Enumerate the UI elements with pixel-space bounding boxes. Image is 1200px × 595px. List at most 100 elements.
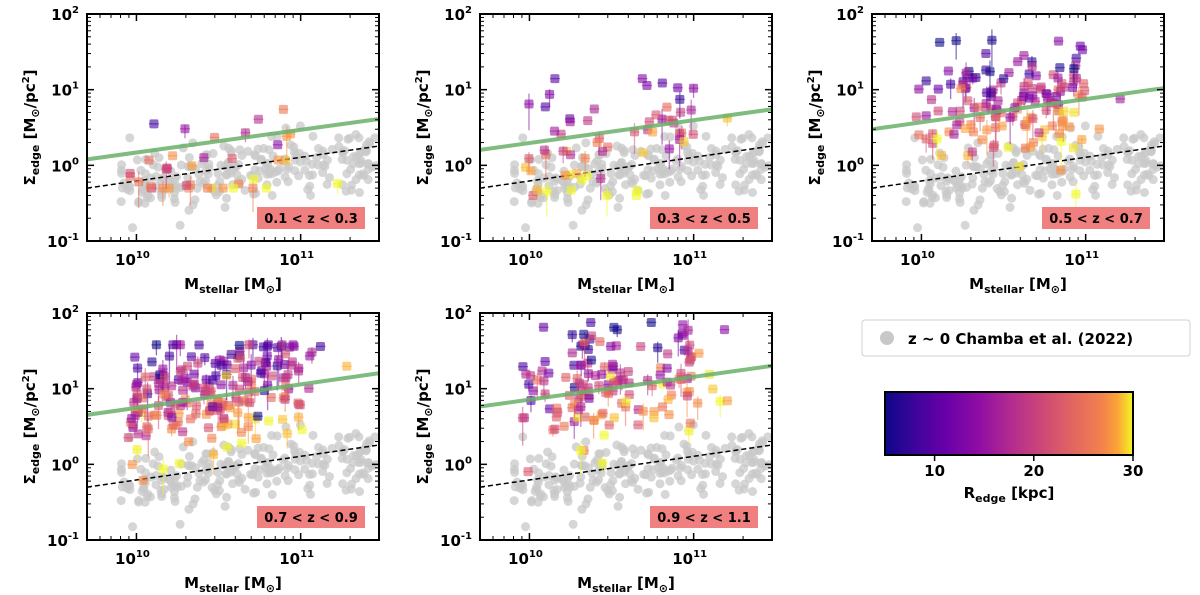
data-point bbox=[642, 80, 652, 90]
data-point bbox=[981, 65, 991, 75]
data-point bbox=[193, 358, 203, 368]
reference-point bbox=[1107, 155, 1117, 165]
data-point bbox=[550, 424, 560, 434]
reference-point bbox=[688, 121, 698, 131]
x-axis-label: Mstellar [M⊙] bbox=[577, 275, 675, 296]
reference-point bbox=[518, 485, 528, 495]
y-tick-label: 10-1 bbox=[440, 531, 472, 550]
reference-point bbox=[612, 141, 622, 151]
data-point bbox=[586, 317, 596, 327]
data-point bbox=[158, 364, 168, 374]
data-point bbox=[280, 394, 290, 404]
data-point bbox=[576, 402, 586, 412]
data-point bbox=[580, 153, 590, 163]
reference-point bbox=[660, 489, 670, 499]
reference-point bbox=[231, 460, 241, 470]
reference-point bbox=[1031, 170, 1041, 180]
reference-point bbox=[1090, 170, 1100, 180]
data-point bbox=[708, 384, 718, 394]
reference-point bbox=[676, 177, 686, 187]
reference-point bbox=[1123, 180, 1133, 190]
reference-point bbox=[619, 445, 629, 455]
reference-point bbox=[117, 168, 127, 178]
reference-point bbox=[284, 460, 294, 470]
data-point bbox=[1055, 63, 1065, 73]
x-axis-label: Mstellar [M⊙] bbox=[577, 574, 675, 595]
reference-point bbox=[992, 184, 1002, 194]
reference-point bbox=[606, 468, 616, 478]
reference-point bbox=[176, 160, 186, 170]
data-point bbox=[277, 340, 287, 350]
reference-point bbox=[363, 175, 373, 185]
reference-point bbox=[749, 457, 759, 467]
legend-marker bbox=[880, 331, 894, 345]
reference-point bbox=[615, 492, 625, 502]
data-point bbox=[180, 124, 190, 134]
y-axis-label: Σedge [M⊙/pc2] bbox=[414, 368, 435, 484]
redshift-box bbox=[257, 207, 365, 229]
reference-point bbox=[337, 154, 347, 164]
data-point bbox=[233, 408, 243, 418]
reference-point bbox=[175, 519, 185, 529]
panel-1: 10-1 100 101 102 1010 1011 Mstellar [M⊙] Σedge … bbox=[21, 5, 380, 296]
reference-point bbox=[756, 158, 766, 168]
reference-point bbox=[286, 140, 296, 150]
data-point bbox=[1094, 124, 1104, 134]
data-point bbox=[567, 348, 577, 358]
reference-point bbox=[730, 453, 740, 463]
data-point bbox=[911, 112, 921, 122]
data-point bbox=[926, 95, 936, 105]
data-point bbox=[127, 413, 137, 423]
data-point bbox=[636, 341, 646, 351]
reference-point bbox=[546, 162, 556, 172]
reference-point bbox=[660, 430, 670, 440]
data-point bbox=[533, 185, 543, 195]
data-point bbox=[999, 74, 1009, 84]
data-point bbox=[673, 333, 683, 343]
reference-point bbox=[240, 484, 250, 494]
x-axis-label: Mstellar [M⊙] bbox=[184, 275, 282, 296]
data-point bbox=[604, 420, 614, 430]
reference-point bbox=[756, 457, 766, 467]
reference-point bbox=[169, 194, 179, 204]
data-point bbox=[540, 357, 550, 367]
data-point bbox=[243, 377, 253, 387]
redshift-label: 0.7 < z < 0.9 bbox=[264, 511, 358, 526]
data-point bbox=[132, 444, 142, 454]
data-point bbox=[1053, 73, 1063, 83]
data-point bbox=[230, 364, 240, 374]
data-point bbox=[254, 356, 264, 366]
data-point bbox=[1069, 64, 1079, 74]
reference-point bbox=[698, 480, 708, 490]
data-point bbox=[295, 400, 305, 410]
reference-point bbox=[231, 161, 241, 171]
data-point bbox=[545, 404, 555, 414]
data-point bbox=[1019, 51, 1029, 61]
data-point bbox=[567, 330, 577, 340]
data-point bbox=[598, 408, 608, 418]
reference-point bbox=[510, 183, 520, 193]
reference-point bbox=[183, 460, 193, 470]
reference-point bbox=[169, 493, 179, 503]
reference-point bbox=[1136, 175, 1146, 185]
y-tick-label: 101 bbox=[444, 81, 472, 100]
reference-point bbox=[624, 460, 634, 470]
reference-point bbox=[736, 433, 746, 443]
reference-point bbox=[642, 189, 652, 199]
reference-point bbox=[306, 190, 316, 200]
data-point bbox=[583, 116, 593, 126]
colorbar: 10 20 30 Redge [kpc] bbox=[884, 391, 1143, 505]
fit-line bbox=[872, 86, 1164, 132]
reference-point bbox=[253, 443, 263, 453]
reference-point bbox=[125, 186, 135, 196]
reference-point bbox=[1141, 158, 1151, 168]
data-point bbox=[167, 412, 177, 422]
dashed-relation-line bbox=[480, 444, 772, 488]
reference-point bbox=[701, 430, 711, 440]
data-point bbox=[967, 147, 977, 157]
reference-point bbox=[318, 467, 328, 477]
reference-point bbox=[1122, 154, 1132, 164]
reference-point bbox=[305, 469, 315, 479]
reference-point bbox=[687, 470, 697, 480]
